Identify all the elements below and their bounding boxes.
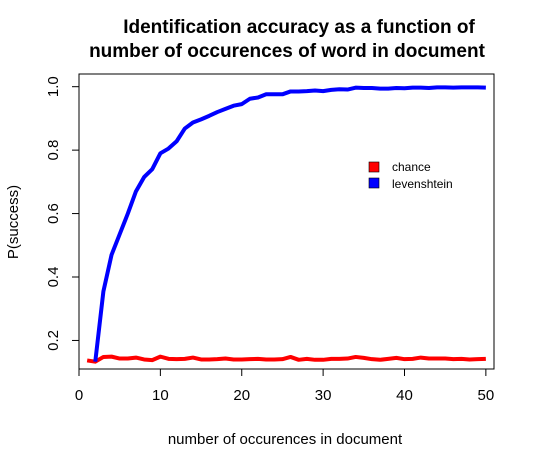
x-tick-label: 40 (396, 387, 413, 404)
y-tick-label: 1.0 (45, 76, 62, 97)
legend-swatch-levenshtein (369, 178, 379, 188)
plot-frame (79, 74, 494, 369)
chart-title-line-1: Identification accuracy as a function of (123, 17, 475, 38)
x-tick-label: 10 (152, 387, 169, 404)
legend: chance levenshtein (369, 160, 453, 191)
y-axis-label: P(success) (5, 185, 22, 259)
x-tick-label: 0 (75, 387, 83, 404)
y-axis: 0.2 0.4 0.6 0.8 1.0 (45, 76, 79, 351)
y-tick-label: 0.8 (45, 140, 62, 161)
legend-label-levenshtein: levenshtein (392, 177, 453, 191)
y-tick-label: 0.6 (45, 203, 62, 224)
chart-title-line-2: number of occurences of word in document (89, 41, 486, 62)
x-axis: 0 10 20 30 40 50 (75, 369, 494, 404)
x-axis-label: number of occurences in document (168, 431, 403, 448)
y-tick-label: 0.4 (45, 267, 62, 288)
legend-swatch-chance (369, 162, 379, 172)
y-tick-label: 0.2 (45, 330, 62, 351)
series-line-chance (87, 357, 486, 362)
x-tick-label: 20 (233, 387, 250, 404)
legend-label-chance: chance (392, 160, 431, 174)
series-layer (87, 87, 486, 361)
x-tick-label: 30 (315, 387, 332, 404)
series-line-levenshtein (95, 87, 486, 361)
x-tick-label: 50 (478, 387, 495, 404)
